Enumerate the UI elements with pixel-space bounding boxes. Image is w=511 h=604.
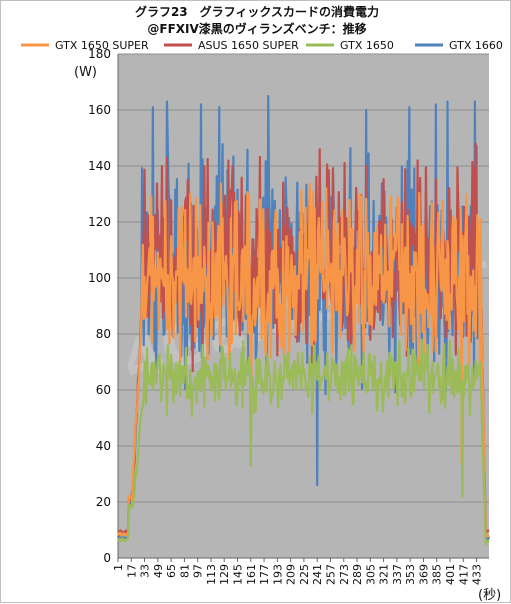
legend-label: GTX 1650 SUPER bbox=[55, 39, 149, 52]
y-axis-unit: (W) bbox=[74, 65, 97, 80]
x-tick-label: 17 bbox=[125, 564, 138, 578]
x-tick-label: 49 bbox=[152, 564, 165, 578]
y-tick-label: 140 bbox=[88, 159, 111, 173]
x-tick-label: 353 bbox=[404, 564, 417, 585]
x-tick-label: 161 bbox=[245, 564, 258, 585]
y-tick-label: 120 bbox=[88, 215, 111, 229]
legend-item: GTX 1660 bbox=[415, 39, 503, 52]
x-tick-label: 273 bbox=[338, 564, 351, 585]
y-tick-label: 80 bbox=[96, 327, 111, 341]
x-tick-label: 113 bbox=[205, 564, 218, 585]
series-line-gtx-1650-super bbox=[116, 182, 490, 538]
y-axis-ticks: 0 20 40 60 80 100 120 140 160 180 bbox=[88, 47, 111, 565]
x-axis-unit: (秒) bbox=[478, 588, 501, 603]
x-tick-label: 417 bbox=[457, 564, 470, 585]
y-tick-label: 160 bbox=[88, 103, 111, 117]
legend-label: GTX 1650 bbox=[340, 39, 394, 52]
series-lines bbox=[116, 94, 491, 546]
x-tick-label: 225 bbox=[298, 564, 311, 585]
x-tick-label: 385 bbox=[431, 564, 444, 585]
series-line-gtx-1650 bbox=[117, 338, 490, 546]
x-tick-label: 177 bbox=[258, 564, 271, 585]
x-tick-label: 145 bbox=[232, 564, 245, 585]
y-tick-label: 60 bbox=[96, 383, 111, 397]
x-tick-label: 33 bbox=[139, 564, 152, 578]
x-tick-label: 129 bbox=[218, 564, 231, 585]
y-tick-label: 40 bbox=[96, 439, 111, 453]
legend-item: ASUS 1650 SUPER bbox=[164, 39, 299, 52]
x-tick-label: 337 bbox=[391, 564, 404, 585]
x-tick-label: 369 bbox=[417, 564, 430, 585]
x-tick-label: 433 bbox=[471, 564, 484, 585]
legend-item: GTX 1650 bbox=[306, 39, 394, 52]
x-tick-label: 257 bbox=[324, 564, 337, 585]
legend-label: GTX 1660 bbox=[449, 39, 503, 52]
x-tick-label: 97 bbox=[192, 564, 205, 578]
x-tick-label: 193 bbox=[271, 564, 284, 585]
legend-item: GTX 1650 SUPER bbox=[21, 39, 149, 52]
x-axis-ticks: 1 17 33 49 65 81 97 113 129 145 161 177 193 209 225 241… bbox=[112, 558, 484, 585]
x-tick-label: 401 bbox=[444, 564, 457, 585]
legend: GTX 1650 SUPER ASUS 1650 SUPER GTX 1650 GTX… bbox=[21, 39, 503, 52]
x-tick-label: 305 bbox=[364, 564, 377, 585]
x-tick-label: 241 bbox=[311, 564, 324, 585]
x-tick-label: 209 bbox=[285, 564, 298, 585]
x-tick-label: 321 bbox=[378, 564, 391, 585]
y-tick-label: 20 bbox=[96, 495, 111, 509]
x-tick-label: 1 bbox=[112, 564, 125, 571]
y-tick-label: 180 bbox=[88, 47, 111, 61]
x-tick-label: 81 bbox=[178, 564, 191, 578]
legend-label: ASUS 1650 SUPER bbox=[198, 39, 299, 52]
chart-title-line1: グラフ23 グラフィックスカードの消費電力 bbox=[135, 4, 379, 19]
x-tick-label: 289 bbox=[351, 564, 364, 585]
chart-title-line2: @FFXIV漆黒のヴィランズベンチ：推移 bbox=[147, 21, 366, 36]
x-tick-label: 65 bbox=[165, 564, 178, 578]
y-tick-label: 0 bbox=[103, 551, 111, 565]
y-tick-label: 100 bbox=[88, 271, 111, 285]
